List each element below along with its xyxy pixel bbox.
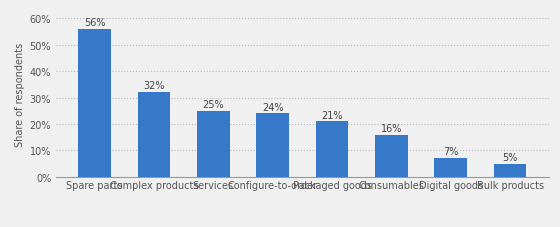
Bar [375, 135, 408, 177]
Text: 56%: 56% [84, 18, 105, 28]
Bar [138, 93, 170, 177]
Text: 32%: 32% [143, 81, 165, 91]
Text: 7%: 7% [443, 147, 459, 157]
Bar [78, 30, 111, 177]
Text: 24%: 24% [262, 102, 283, 112]
Text: 25%: 25% [203, 99, 224, 109]
Text: 5%: 5% [502, 152, 518, 162]
Bar [197, 111, 230, 177]
Y-axis label: Share of respondents: Share of respondents [16, 42, 25, 146]
Bar [494, 164, 526, 177]
Bar [256, 114, 289, 177]
Text: 21%: 21% [321, 110, 343, 120]
Bar [316, 122, 348, 177]
Text: 16%: 16% [381, 123, 402, 133]
Bar [435, 159, 467, 177]
